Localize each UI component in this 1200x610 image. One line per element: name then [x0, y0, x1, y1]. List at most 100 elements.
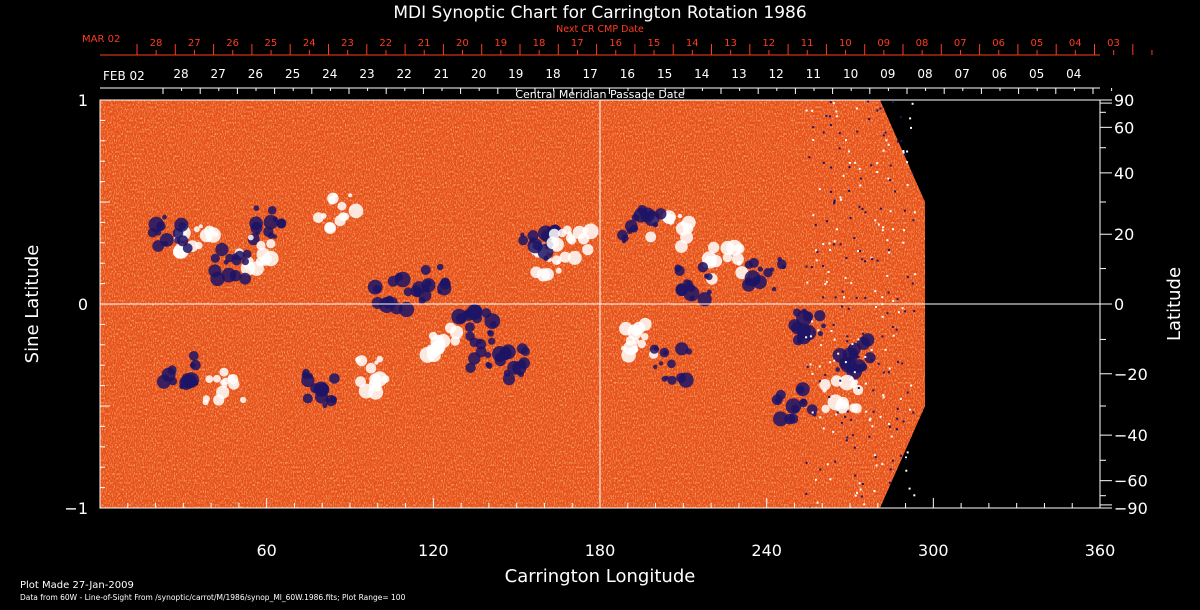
polarity-patch — [210, 253, 220, 263]
polarity-patch — [853, 379, 859, 385]
limb-noise — [873, 490, 876, 492]
polarity-patch — [436, 334, 451, 348]
limb-noise — [830, 166, 833, 169]
white-day-label: 08 — [917, 67, 932, 81]
limb-noise — [864, 260, 866, 263]
limb-noise — [844, 415, 847, 418]
polarity-patch — [653, 364, 658, 370]
polarity-patch — [465, 322, 475, 332]
y-axis-right: 90 60 40 20 0 −20 −40 −60 −90 — [1100, 91, 1148, 518]
polarity-patch — [229, 270, 242, 282]
polarity-patch — [558, 228, 567, 238]
limb-noise — [887, 143, 890, 146]
red-day-label: 24 — [303, 38, 316, 49]
white-day-label: 18 — [545, 67, 560, 81]
limb-noise — [807, 327, 809, 330]
polarity-patch — [697, 262, 709, 273]
limb-noise — [833, 338, 836, 341]
limb-noise — [902, 151, 905, 154]
y-right-tick-label: 40 — [1114, 164, 1134, 183]
x-tick-label: 60 — [256, 541, 276, 560]
polarity-patch — [215, 242, 229, 257]
limb-noise — [815, 259, 818, 262]
polarity-patch — [313, 212, 324, 224]
polarity-patch — [821, 404, 830, 414]
polarity-patch — [835, 399, 850, 414]
limb-noise — [841, 305, 843, 308]
limb-noise — [857, 250, 860, 253]
polarity-patch — [220, 379, 226, 386]
polarity-patch — [652, 222, 658, 228]
polarity-patch — [814, 310, 826, 322]
polarity-patch — [819, 379, 831, 391]
y-axis-right-label: Latitude — [1164, 267, 1185, 341]
red-day-label: 26 — [226, 38, 239, 49]
limb-noise — [811, 411, 814, 414]
limb-noise — [859, 488, 862, 491]
polarity-patch — [752, 275, 767, 290]
limb-noise — [892, 334, 895, 337]
polarity-patch — [630, 345, 639, 354]
polarity-patch — [276, 218, 287, 229]
limb-noise — [886, 239, 889, 242]
white-day-label: 14 — [694, 67, 709, 81]
limb-noise — [806, 281, 809, 284]
limb-noise — [906, 183, 909, 186]
polarity-patch — [428, 331, 438, 341]
polarity-patch — [472, 313, 483, 324]
limb-noise — [825, 114, 828, 117]
red-day-label: 04 — [1069, 38, 1082, 49]
polarity-patch — [205, 375, 214, 383]
limb-noise — [877, 223, 880, 226]
white-day-label: 06 — [992, 67, 1007, 81]
polarity-patch — [559, 251, 571, 263]
limb-noise — [881, 463, 884, 466]
limb-noise — [901, 362, 904, 365]
polarity-patch — [451, 308, 468, 325]
limb-noise — [819, 416, 822, 419]
polarity-patch — [529, 237, 536, 244]
limb-noise — [840, 421, 843, 424]
polarity-patch — [817, 330, 824, 337]
polarity-patch — [250, 222, 263, 234]
limb-noise — [894, 190, 897, 193]
limb-noise — [834, 460, 837, 463]
x-tick-label: 300 — [918, 541, 949, 560]
limb-noise — [865, 410, 868, 413]
polarity-patch — [621, 238, 627, 244]
limb-noise — [819, 344, 822, 347]
limb-noise — [805, 461, 808, 464]
polarity-patch — [241, 258, 249, 266]
limb-noise — [864, 355, 867, 358]
limb-noise — [848, 150, 850, 153]
limb-noise — [846, 436, 849, 439]
limb-noise — [832, 430, 835, 433]
polarity-patch — [449, 325, 464, 340]
limb-noise — [846, 340, 849, 343]
polarity-patch — [645, 231, 657, 243]
polarity-patch — [848, 349, 859, 360]
polarity-patch — [484, 313, 501, 329]
limb-noise — [897, 311, 900, 314]
limb-noise — [822, 161, 825, 164]
polarity-patch — [720, 240, 735, 256]
polarity-patch — [338, 212, 348, 222]
polarity-patch — [518, 359, 527, 368]
limb-noise — [881, 229, 884, 232]
polarity-patch — [147, 227, 158, 238]
limb-noise — [811, 109, 814, 112]
polarity-patch — [256, 240, 266, 251]
x-axis-label: Carrington Longitude — [505, 566, 696, 587]
polarity-patch — [476, 338, 483, 345]
polarity-patch — [395, 271, 411, 288]
polarity-patch — [638, 317, 652, 331]
white-day-label: 28 — [173, 67, 188, 81]
x-tick-label: 120 — [418, 541, 449, 560]
polarity-patch — [177, 235, 189, 247]
limb-noise — [825, 280, 828, 283]
limb-noise — [912, 219, 915, 222]
limb-noise — [875, 464, 878, 467]
y-right-tick-label: −60 — [1114, 472, 1148, 491]
limb-noise — [858, 482, 861, 485]
limb-noise — [900, 140, 903, 143]
